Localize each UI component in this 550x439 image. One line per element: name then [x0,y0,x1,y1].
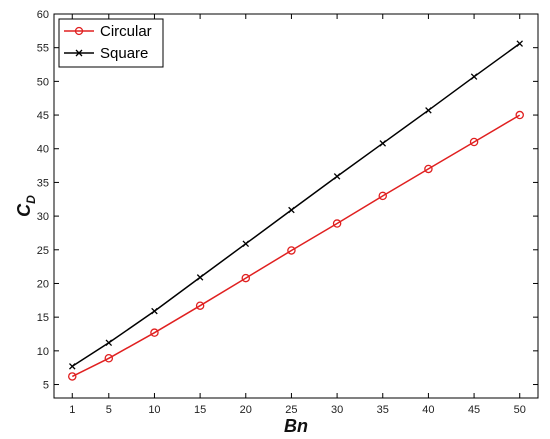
y-axis-title: CD [14,195,38,217]
x-tick-label: 10 [148,404,160,416]
y-tick-label: 60 [37,9,49,21]
data-point-circular [469,137,479,147]
legend: Circular Square [58,18,164,68]
data-point-circular [332,219,342,228]
data-point-square [470,73,478,80]
data-point-circular [515,110,524,120]
y-tick-label: 35 [37,177,49,189]
data-point-square [151,307,158,315]
y-axis: 5 10 15 20 25 30 35 40 45 50 55 60 [37,9,538,392]
x-tick-label: 20 [240,404,252,416]
x-tick-label: 50 [514,404,526,416]
data-point-square [242,240,250,247]
y-tick-label: 55 [37,43,49,55]
legend-box [58,18,164,68]
data-point-circular [195,301,205,310]
y-tick-label: 15 [37,312,49,324]
series-line-circular [71,114,521,378]
y-tick-label: 10 [37,346,49,358]
y-tick-label: 40 [37,144,49,156]
data-point-square [69,363,76,370]
data-point-circular [241,273,251,283]
y-tick-label: 25 [37,245,49,257]
x-tick-label: 5 [106,404,112,416]
legend-label-circular: Circular [100,23,152,40]
data-point-square [516,40,523,47]
data-point-square [288,206,295,214]
y-tick-label: 5 [43,380,49,392]
x-tick-label: 40 [422,404,434,416]
y-tick-label: 30 [37,211,49,223]
series-layer [68,40,524,381]
data-point-circular [68,372,77,381]
x-axis: 1 5 10 15 20 25 30 35 40 45 50 [69,14,526,416]
data-point-circular [150,328,159,337]
x-tick-label: 30 [331,404,343,416]
y-tick-label: 50 [37,76,49,88]
data-point-circular [378,191,388,201]
data-point-circular [424,164,433,174]
legend-label-square: Square [100,45,148,62]
legend-marker-square [75,49,83,57]
data-point-square [379,140,387,147]
y-axis-title-main: C [14,203,34,217]
data-point-square [425,107,432,114]
x-tick-label: 1 [69,404,75,416]
x-tick-label: 15 [194,404,206,416]
y-axis-title-sub: D [24,195,38,204]
x-axis-title: Bn [284,416,308,436]
y-tick-label: 20 [37,278,49,290]
x-tick-label: 25 [285,404,297,416]
y-tick-label: 45 [37,110,49,122]
data-point-square [196,274,204,281]
data-point-square [105,339,113,347]
legend-marker-circular [74,26,84,36]
x-tick-label: 35 [377,404,389,416]
data-point-circular [104,354,114,363]
data-point-square [333,173,341,180]
data-point-circular [287,246,296,255]
x-tick-label: 45 [468,404,480,416]
